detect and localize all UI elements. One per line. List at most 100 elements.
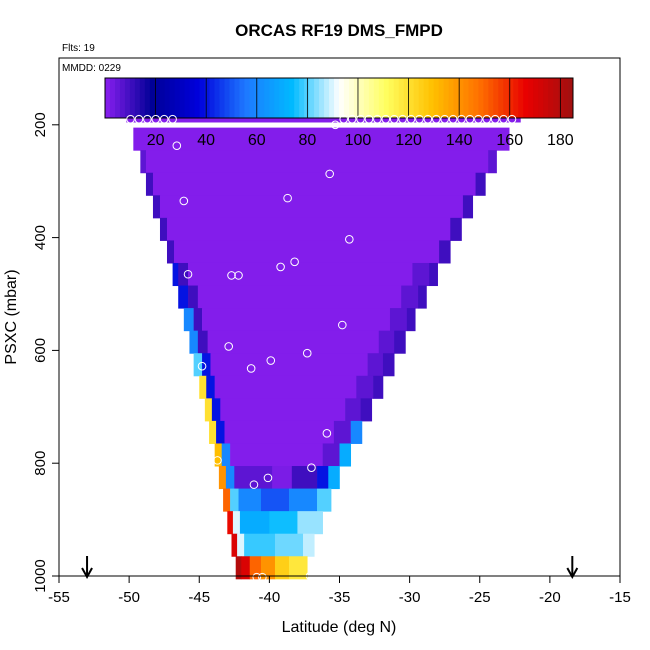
colorbar-swatch xyxy=(393,78,400,118)
colorbar-tick-label: 120 xyxy=(395,132,422,149)
heatmap-cell xyxy=(220,398,346,422)
heatmap-cell xyxy=(462,195,474,219)
colorbar-swatch xyxy=(204,78,210,118)
heatmap-cell xyxy=(227,511,234,535)
y-tick-label: 400 xyxy=(32,225,49,250)
flights-label: Flts: 19 xyxy=(62,43,95,54)
sample-point xyxy=(143,114,152,124)
sample-point xyxy=(227,271,236,280)
colorbar-swatch xyxy=(154,78,161,118)
sample-point xyxy=(440,114,449,124)
colorbar-swatch xyxy=(468,78,474,118)
heatmap-cell xyxy=(367,353,384,377)
sample-point xyxy=(224,342,234,351)
heatmap-cell xyxy=(214,443,222,467)
colorbar-swatch xyxy=(413,78,420,118)
sample-point xyxy=(126,114,135,124)
heatmap-cell xyxy=(244,533,276,557)
colorbar-swatch xyxy=(139,78,146,118)
colorbar-swatch xyxy=(279,78,285,118)
colorbar: 20 40 60 80 100 120 140 160 180 xyxy=(104,77,574,149)
colorbar-swatch xyxy=(433,78,439,118)
heatmap-cell xyxy=(317,466,329,490)
colorbar-swatch xyxy=(533,78,539,118)
colorbar-tick-label: 180 xyxy=(547,132,574,149)
colorbar-swatch xyxy=(408,78,415,118)
sample-point xyxy=(398,114,407,124)
colorbar-swatch xyxy=(383,78,390,118)
heatmap-cell xyxy=(232,511,241,535)
sample-point xyxy=(302,348,312,358)
colorbar-swatch xyxy=(543,78,549,118)
x-tick-label: -30 xyxy=(399,589,421,606)
sample-point xyxy=(307,463,316,473)
heatmap-cell xyxy=(188,285,199,309)
heatmap-cells xyxy=(126,99,521,580)
colorbar-swatch xyxy=(458,78,464,118)
heatmap-cell xyxy=(274,533,304,557)
heatmap-cell xyxy=(199,375,207,399)
heatmap-cell xyxy=(152,172,476,196)
colorbar-swatch xyxy=(368,78,375,118)
colorbar-swatch xyxy=(199,78,205,118)
colorbar-swatch xyxy=(473,78,479,118)
heatmap-cell xyxy=(197,330,208,354)
heatmap-cell xyxy=(238,488,262,512)
heatmap-cell xyxy=(350,420,363,444)
colorbar-swatch xyxy=(209,78,215,118)
x-tick-label: -45 xyxy=(188,589,210,606)
sample-point xyxy=(474,114,483,124)
colorbar-swatch xyxy=(299,78,305,118)
colorbar-swatch xyxy=(568,78,574,118)
colorbar-swatch xyxy=(184,78,191,118)
sample-point xyxy=(338,320,347,330)
colorbar-swatch xyxy=(358,78,365,118)
flight-arrow-head xyxy=(81,567,93,580)
heatmap-cell xyxy=(230,488,239,512)
heatmap-cell xyxy=(133,127,510,151)
sample-point xyxy=(258,572,267,582)
colorbar-swatch xyxy=(274,78,280,118)
heatmap-cell xyxy=(450,217,462,241)
colorbar-swatch xyxy=(259,78,265,118)
sample-point xyxy=(172,141,182,150)
heatmap-cell xyxy=(234,466,273,490)
sample-point xyxy=(381,114,391,124)
colorbar-swatch xyxy=(149,78,156,118)
heatmap-cell xyxy=(183,308,194,332)
sample-point xyxy=(246,364,256,373)
heatmap-cell xyxy=(188,262,413,287)
colorbar-tick-label: 160 xyxy=(496,132,523,149)
y-tick-label: 600 xyxy=(32,338,49,363)
heatmap-cell xyxy=(291,466,318,490)
colorbar-tick-label: 100 xyxy=(345,132,372,149)
heatmap-cell xyxy=(193,353,203,377)
sample-point xyxy=(373,114,382,124)
heatmap-cell xyxy=(189,330,199,354)
colorbar-swatch xyxy=(453,78,459,118)
sample-point xyxy=(364,114,374,124)
heatmap-cell xyxy=(159,195,464,219)
sample-point xyxy=(482,114,492,124)
heatmap-cell xyxy=(166,217,451,241)
sample-point xyxy=(234,271,243,280)
x-axis-label: Latitude (deg N) xyxy=(282,619,397,636)
sample-point xyxy=(465,114,475,124)
colorbar-swatch xyxy=(194,78,200,118)
heatmap-cell xyxy=(231,533,238,557)
heatmap-cell xyxy=(239,511,270,535)
colorbar-swatch xyxy=(478,78,484,118)
heatmap-cell xyxy=(145,172,154,196)
heatmap-cell xyxy=(218,466,227,490)
colorbar-swatch xyxy=(418,78,425,118)
colorbar-swatch xyxy=(159,78,166,118)
heatmap-cell xyxy=(260,488,290,512)
colorbar-tick-label: 60 xyxy=(248,132,266,149)
colorbar-swatch xyxy=(114,78,121,118)
colorbar-swatch xyxy=(309,78,315,118)
heatmap-cell xyxy=(333,420,352,444)
heatmap-cell xyxy=(269,511,298,535)
heatmap-cell xyxy=(401,285,419,309)
sample-point xyxy=(283,193,292,203)
